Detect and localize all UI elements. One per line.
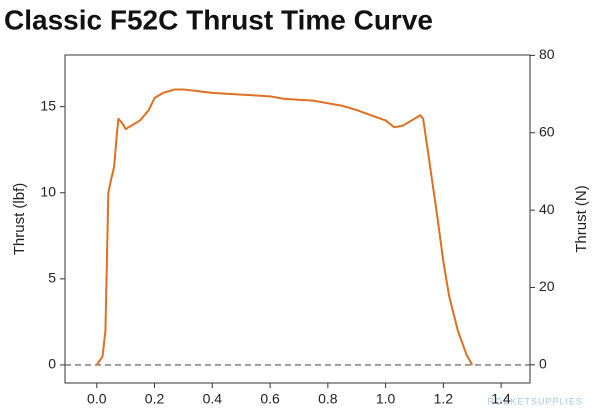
y-tick-label: 0 xyxy=(48,356,56,372)
watermark: ROCKETSUPPLIES xyxy=(487,396,583,406)
x-tick-label: 0.6 xyxy=(260,391,280,407)
x-tick-label: 0.2 xyxy=(145,391,165,407)
x-tick-label: 0.8 xyxy=(318,391,338,407)
y2-tick-label: 80 xyxy=(539,46,555,62)
x-tick-label: 1.2 xyxy=(434,391,454,407)
y-tick-label: 5 xyxy=(48,270,56,286)
plot-frame xyxy=(64,54,531,384)
x-tick-label: 0.4 xyxy=(203,391,223,407)
y2-tick-label: 60 xyxy=(539,123,555,139)
y-tick-label: 10 xyxy=(40,183,56,199)
y2-tick-label: 40 xyxy=(539,201,555,217)
x-tick-label: 1.4 xyxy=(491,391,511,407)
chart-title: Classic F52C Thrust Time Curve xyxy=(4,4,433,35)
y2-tick-label: 0 xyxy=(539,356,547,372)
thrust-line xyxy=(95,88,474,366)
y2-tick-label: 20 xyxy=(539,278,555,294)
x-tick-label: 0.0 xyxy=(87,391,107,407)
y-tick-label: 15 xyxy=(40,97,56,113)
y2-axis-label: Thrust (N) xyxy=(573,185,590,253)
x-tick-label: 1.0 xyxy=(376,391,396,407)
y-axis-label: Thrust (lbf) xyxy=(11,183,28,256)
